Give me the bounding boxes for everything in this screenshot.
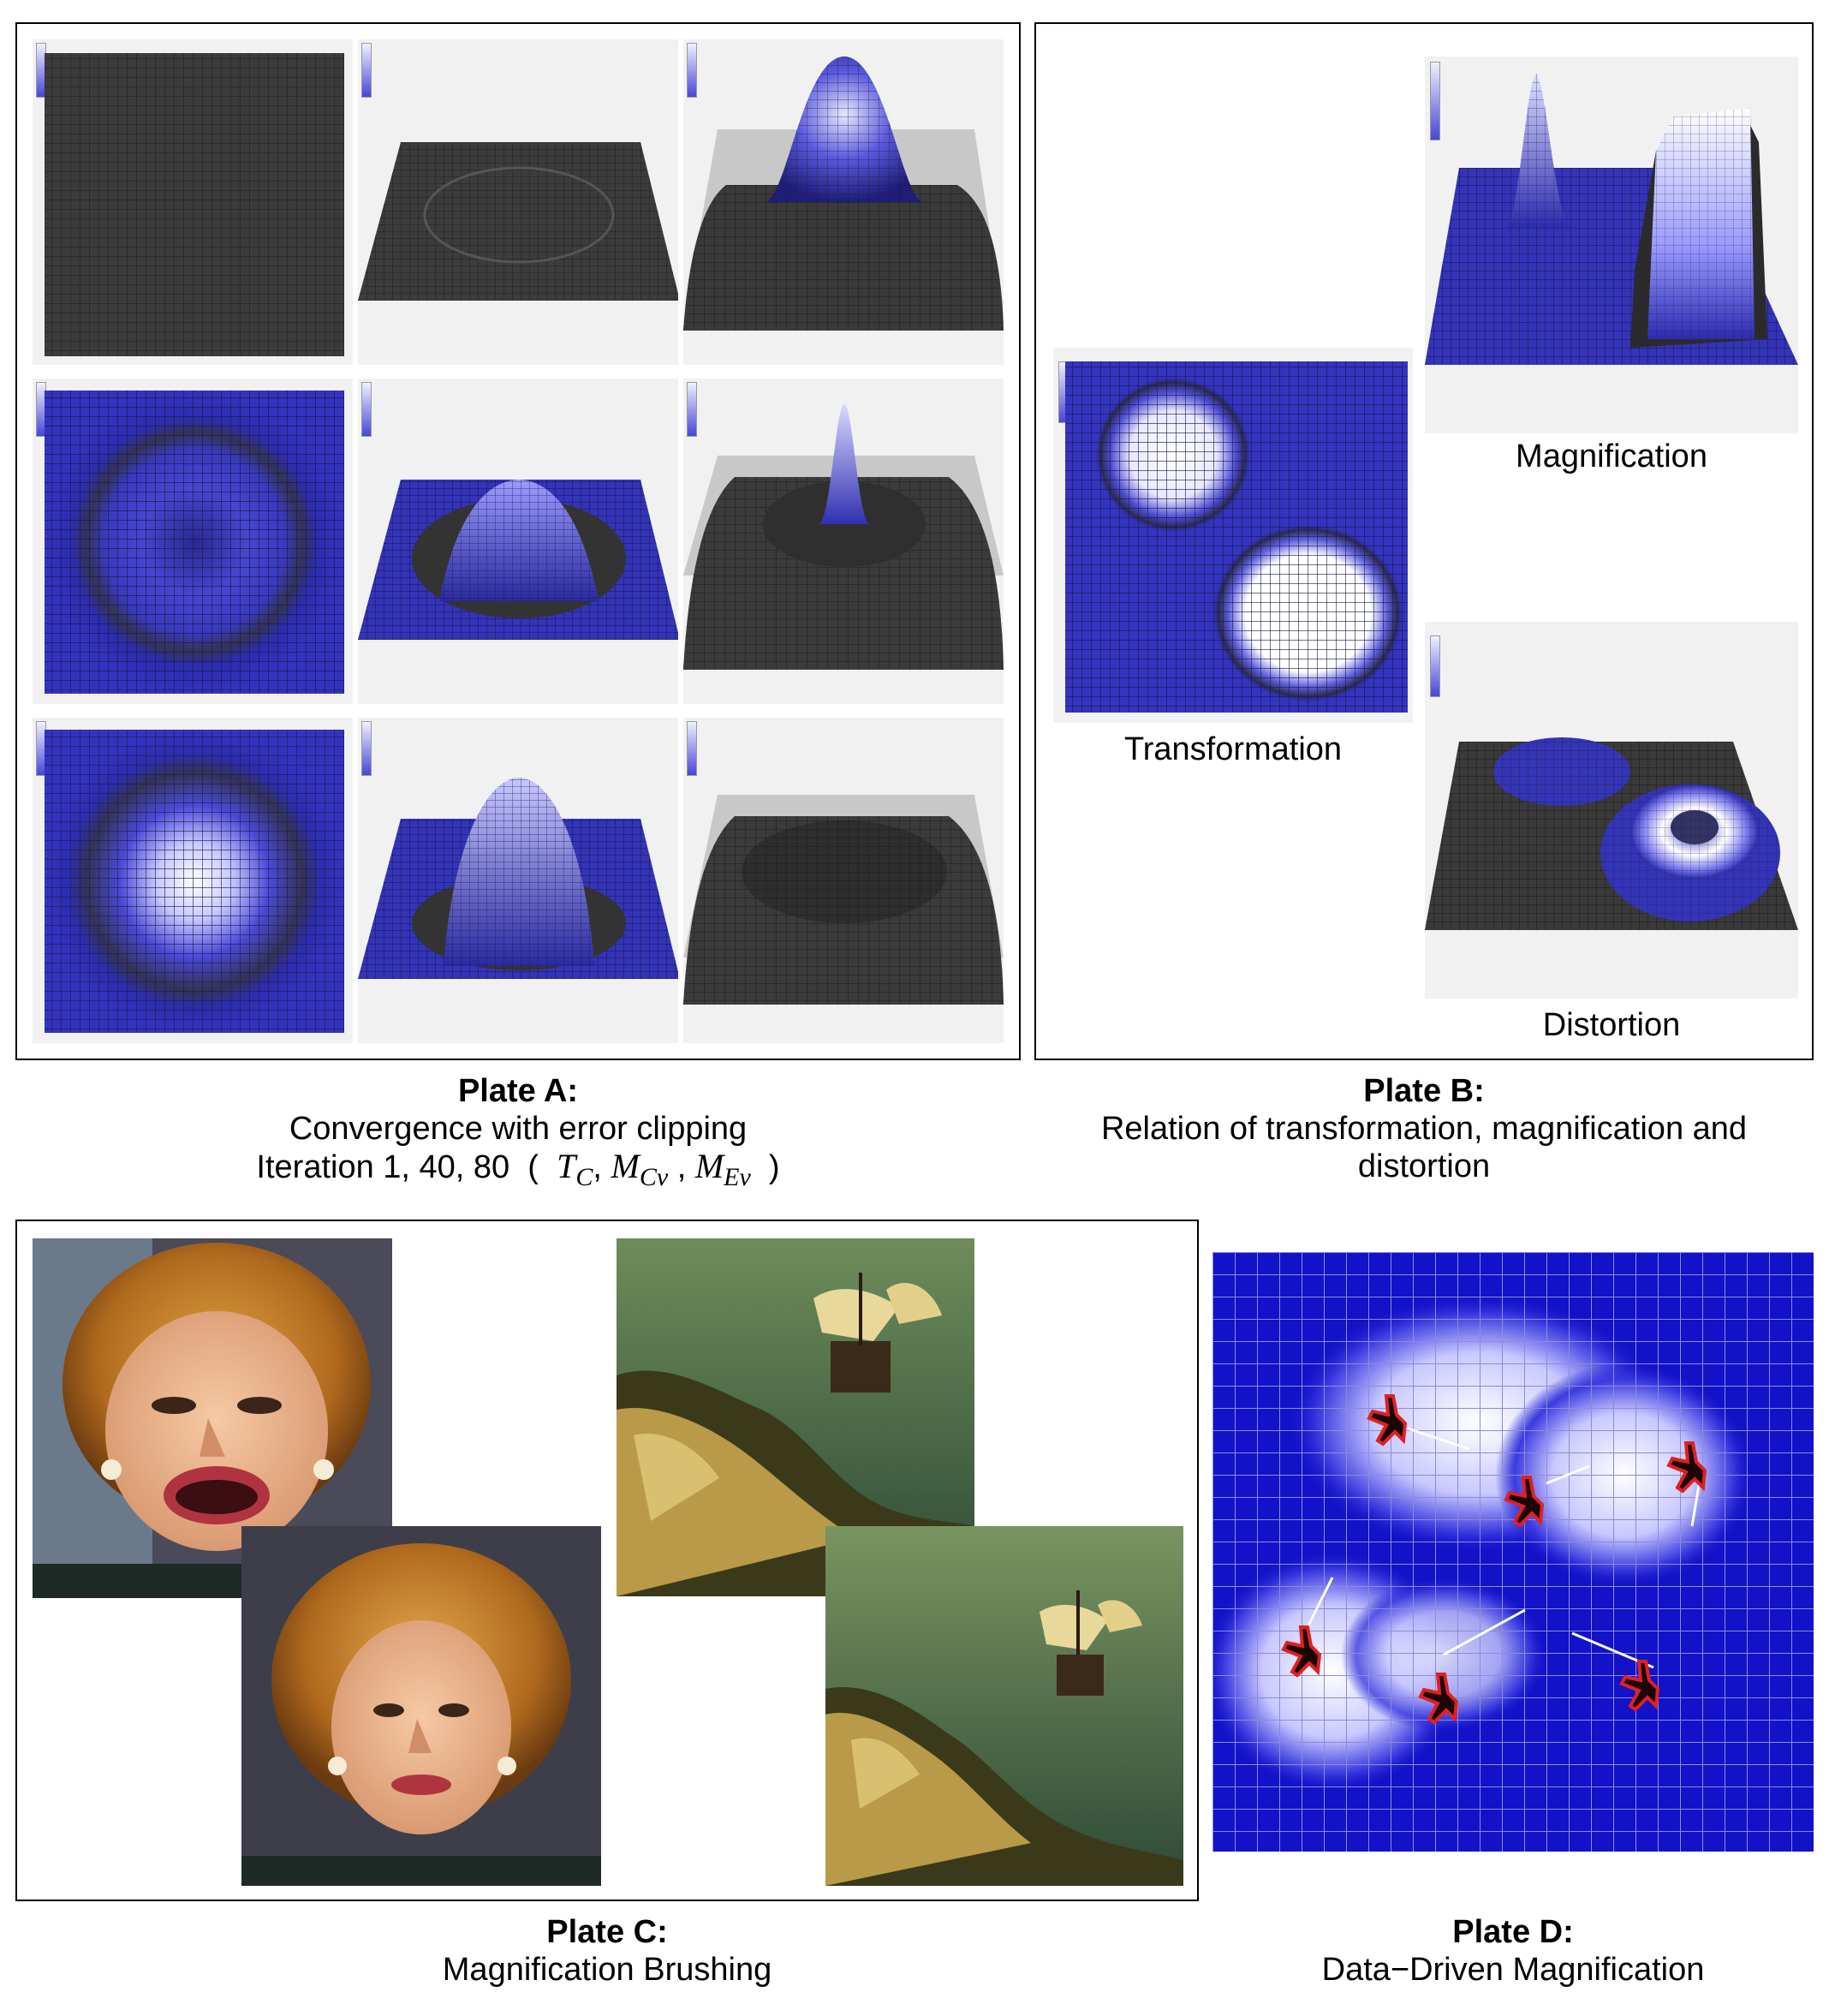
plate-d-map: [1212, 1252, 1814, 1852]
ring-heatmap: [45, 391, 344, 694]
color-scale: [687, 43, 697, 98]
painting-original-image: [825, 1526, 1183, 1886]
color-scale: [1430, 635, 1440, 697]
plate-d-title: Plate D:: [1452, 1914, 1574, 1950]
aircraft-icon: [1281, 1625, 1322, 1678]
distortion-surface-3d: [1425, 737, 1798, 930]
aircraft-icon: [1418, 1673, 1459, 1725]
data-driven-magnification-grid: [1212, 1252, 1814, 1852]
plate-a-r2-surface: [358, 379, 678, 704]
plate-a-frame: [15, 22, 1021, 1060]
plate-b-title: Plate B:: [1363, 1073, 1485, 1109]
math-m-ev: MEv: [694, 1147, 751, 1192]
plate-c-title: Plate C:: [546, 1914, 668, 1950]
aircraft-icon: [1619, 1660, 1660, 1712]
plate-d-line1: Data−Driven Magnification: [1321, 1952, 1705, 1988]
plate-b-magnification-surface: [1425, 57, 1798, 433]
color-scale: [687, 382, 697, 437]
magnification-surface-3d: [1425, 74, 1798, 365]
transformation-heatmap: [1065, 361, 1408, 713]
plate-c-caption: Plate C: Magnification Brushing: [15, 1913, 1199, 1989]
crater-surface-3d: [683, 795, 1004, 1005]
plate-c-frame: [15, 1220, 1199, 1901]
flat-surface-3d: [358, 142, 678, 301]
color-scale: [361, 43, 372, 98]
plate-a-r3-error: [683, 718, 1004, 1043]
plate-b-line1: Relation of transformation, magnificatio…: [1100, 1111, 1748, 1147]
portrait-original-image: [241, 1526, 601, 1886]
plate-c-line1: Magnification Brushing: [442, 1952, 772, 1988]
plate-a-r2-heatmap: [33, 379, 353, 704]
aircraft-icon: [1666, 1441, 1707, 1494]
plate-b-caption: Plate B: Relation of transformation, mag…: [1034, 1072, 1814, 1185]
math-m-cv: MCv: [611, 1147, 669, 1192]
plate-a-title: Plate A:: [457, 1073, 579, 1109]
plate-a-r1-heatmap: [33, 39, 353, 365]
color-scale: [361, 382, 372, 437]
plate-a-r3-surface: [358, 718, 678, 1043]
glow-heatmap: [45, 730, 344, 1033]
color-scale: [687, 721, 697, 776]
label-magnification: Magnification: [1516, 438, 1707, 474]
plate-b-frame: Magnification: [1034, 22, 1814, 1060]
plate-d-caption: Plate D: Data−Driven Magnification: [1212, 1913, 1814, 1989]
label-transformation: Transformation: [1123, 731, 1343, 767]
plate-a-r1-error: [683, 39, 1004, 365]
plate-b-line2: distortion: [1357, 1148, 1491, 1184]
plate-a-line2: Iteration 1, 40, 80 ( TC, MCv , MEv ): [256, 1147, 780, 1192]
plate-b-transformation-heatmap: [1053, 348, 1413, 723]
color-scale: [361, 721, 372, 776]
aircraft-icon: [1367, 1394, 1408, 1446]
plate-a-r3-heatmap: [33, 718, 353, 1043]
hill-surface-3d: [358, 778, 678, 979]
peak-surface-3d: [683, 57, 1004, 331]
bump-surface-3d: [358, 480, 678, 640]
plate-a-line1: Convergence with error clipping: [289, 1111, 748, 1147]
aircraft-icon: [1504, 1476, 1545, 1528]
spike-surface-3d: [683, 404, 1004, 670]
label-distortion: Distortion: [1542, 1007, 1681, 1043]
plate-a-iterations: Iteration 1, 40, 80: [256, 1149, 510, 1185]
plate-b-distortion-surface: [1425, 622, 1798, 999]
flat-dark-grid: [45, 53, 344, 356]
plate-a-caption: Plate A: Convergence with error clipping…: [15, 1072, 1021, 1196]
aircraft-markers: [1281, 1394, 1707, 1725]
plate-a-r2-error: [683, 379, 1004, 704]
plate-a-r1-surface: [358, 39, 678, 365]
color-scale: [1430, 62, 1440, 140]
math-t: TC: [557, 1147, 593, 1192]
